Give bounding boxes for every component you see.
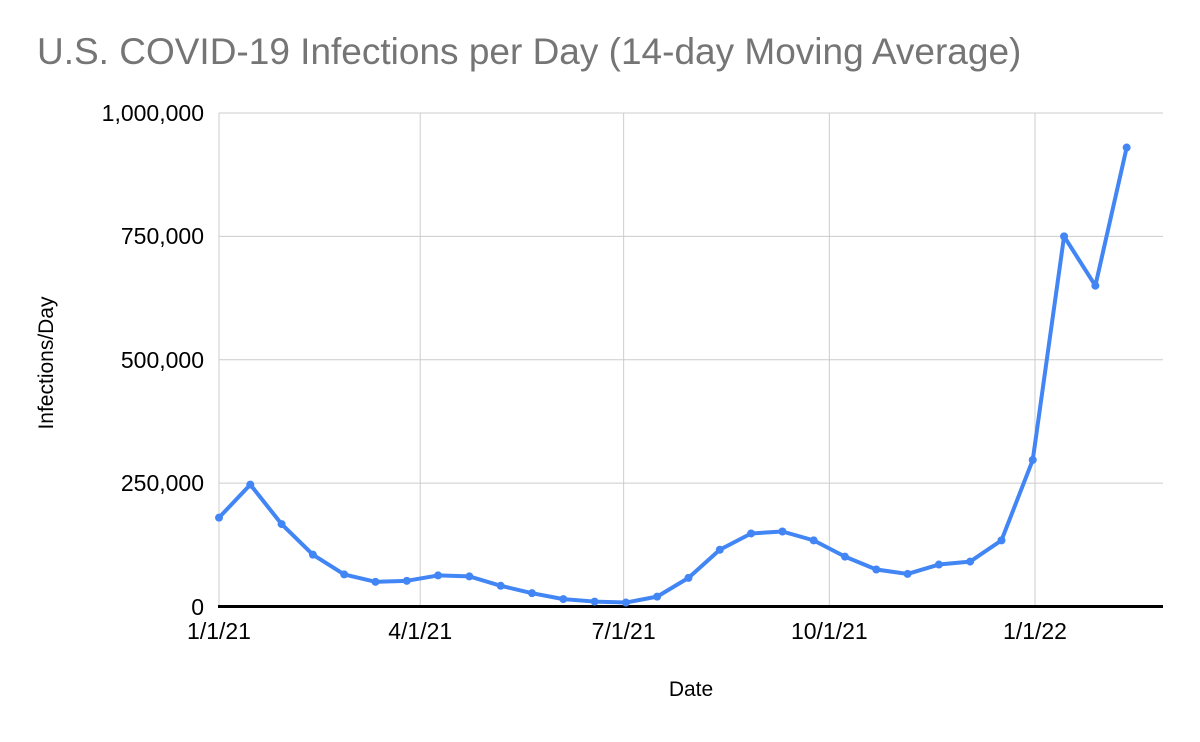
y-tick-label: 1,000,000: [101, 100, 204, 126]
x-tick-label: 10/1/21: [790, 618, 868, 644]
chart-title: U.S. COVID-19 Infections per Day (14-day…: [37, 31, 1022, 72]
y-tick-label: 750,000: [120, 223, 204, 250]
y-tick-label: 250,000: [120, 470, 204, 497]
x-tick-label: 1/1/22: [1003, 618, 1067, 644]
x-axis-title: Date: [668, 678, 714, 701]
y-tick-label: 0: [191, 593, 204, 620]
x-tick-label: 4/1/21: [388, 618, 453, 644]
x-tick-label: 1/1/21: [187, 618, 251, 644]
x-tick-label: 7/1/21: [591, 618, 656, 644]
y-axis-title: Infections/Day: [35, 296, 58, 430]
y-tick-label: 500,000: [120, 346, 204, 373]
